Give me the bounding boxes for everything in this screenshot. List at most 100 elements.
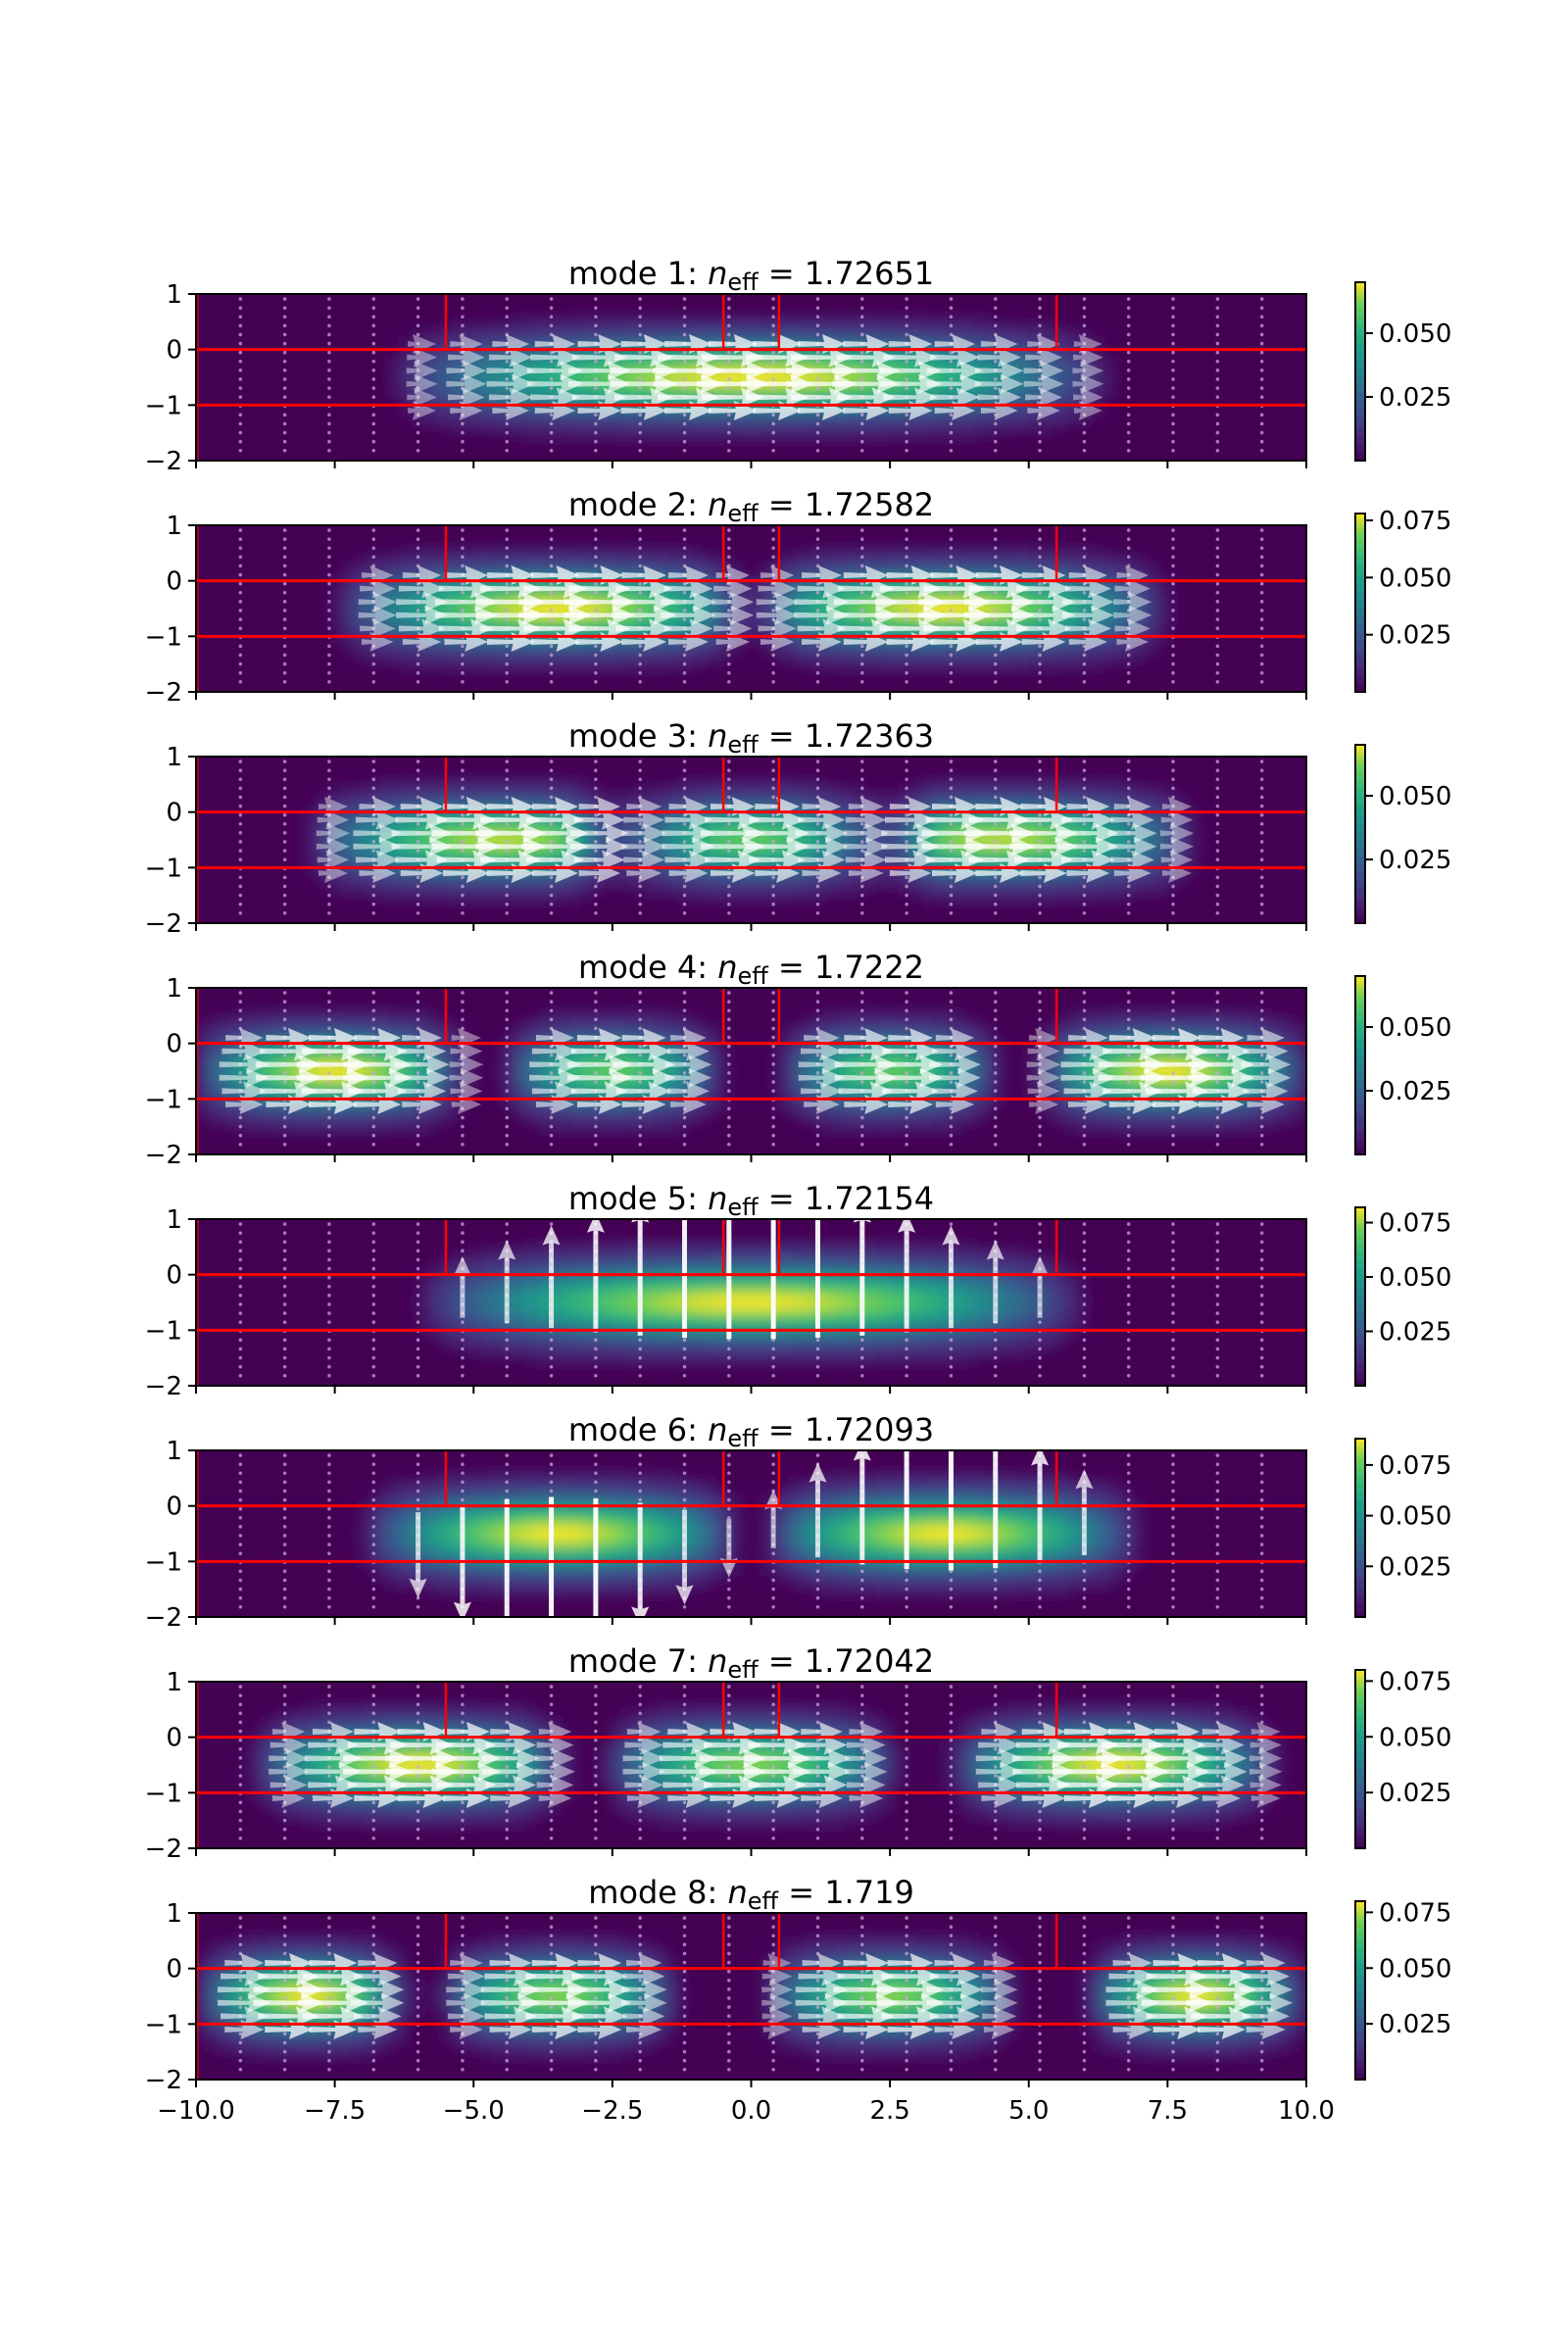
heatmap-cell xyxy=(640,1350,656,1359)
heatmap-cell xyxy=(1292,1043,1306,1052)
heatmap-cell xyxy=(764,629,780,638)
heatmap-cell xyxy=(612,328,628,337)
heatmap-cell xyxy=(667,1330,683,1339)
heatmap-cell xyxy=(667,315,683,323)
heatmap-cell xyxy=(890,1112,906,1121)
heatmap-cell xyxy=(710,1267,725,1276)
heatmap-cell xyxy=(931,356,947,365)
heatmap-cell xyxy=(584,1295,600,1303)
heatmap-cell xyxy=(667,349,683,358)
heatmap-cell xyxy=(223,1050,239,1058)
heatmap-cell xyxy=(612,1260,628,1269)
heatmap-cell xyxy=(348,629,364,638)
heatmap-cell xyxy=(681,1316,697,1325)
heatmap-cell xyxy=(376,1092,392,1101)
heatmap-cell xyxy=(861,1323,877,1332)
heatmap-cell xyxy=(737,615,753,624)
heatmap-cell xyxy=(1140,622,1155,631)
heatmap-cell xyxy=(876,1357,892,1366)
heatmap-cell xyxy=(1070,349,1086,358)
heatmap-cell xyxy=(640,349,656,358)
heatmap-cell xyxy=(710,384,725,393)
heatmap-cell xyxy=(473,1344,489,1352)
heatmap-cell xyxy=(890,566,906,575)
heatmap-cell xyxy=(820,1267,836,1276)
heatmap-cell xyxy=(695,1112,710,1121)
heatmap-cell xyxy=(834,418,850,427)
heatmap-cell xyxy=(1056,791,1072,800)
colorbar-tick-label: 0.050 xyxy=(1379,319,1451,349)
heatmap-cell xyxy=(1111,636,1127,645)
heatmap-cell xyxy=(973,560,989,568)
heatmap-cell xyxy=(612,881,628,890)
heatmap-cell xyxy=(1140,818,1155,827)
heatmap-cell xyxy=(667,1240,683,1249)
heatmap-cell xyxy=(931,860,947,869)
heatmap-cell xyxy=(793,1316,808,1325)
heatmap-cell xyxy=(820,1316,836,1325)
heatmap-cell xyxy=(1028,805,1044,813)
heatmap-cell xyxy=(904,663,919,672)
heatmap-cell xyxy=(640,1050,656,1058)
heatmap-cell xyxy=(931,1043,947,1052)
heatmap-cell xyxy=(904,594,919,603)
heatmap-cell xyxy=(445,1029,462,1038)
heatmap-cell xyxy=(598,825,613,834)
heatmap-cell xyxy=(487,1295,503,1303)
heatmap-cell xyxy=(1001,601,1016,610)
heatmap-cell xyxy=(445,418,462,427)
heatmap-cell xyxy=(848,650,863,659)
heatmap-cell xyxy=(570,888,586,897)
heatmap-cell xyxy=(681,1015,697,1024)
heatmap-cell xyxy=(848,1112,863,1121)
heatmap-cell xyxy=(917,1112,933,1121)
heatmap-cell xyxy=(460,342,475,351)
heatmap-cell xyxy=(362,1105,378,1114)
heatmap-cell xyxy=(751,895,766,904)
heatmap-cell xyxy=(1111,1015,1127,1024)
heatmap-cell xyxy=(557,629,572,638)
heatmap-cell xyxy=(848,601,863,610)
heatmap-cell xyxy=(460,377,475,386)
heatmap-cell xyxy=(612,1288,628,1297)
heatmap-cell xyxy=(557,1344,572,1352)
heatmap-cell xyxy=(445,1260,462,1269)
heatmap-cell xyxy=(890,615,906,624)
heatmap-cell xyxy=(265,1119,280,1128)
heatmap-cell xyxy=(376,1008,392,1017)
heatmap-cell xyxy=(737,874,753,883)
heatmap-cell xyxy=(778,888,794,897)
heatmap-cell xyxy=(945,609,960,617)
heatmap-cell xyxy=(640,1071,656,1080)
heatmap-cell xyxy=(445,566,462,575)
heatmap-cell xyxy=(820,356,836,365)
heatmap-cell xyxy=(1014,342,1030,351)
heatmap-cell xyxy=(543,629,559,638)
heatmap-cell xyxy=(973,363,989,371)
heatmap-cell xyxy=(737,784,753,793)
heatmap-cell xyxy=(667,629,683,638)
heatmap-cell xyxy=(528,1043,545,1052)
heatmap-cell xyxy=(598,1240,613,1249)
heatmap-cell xyxy=(710,1043,725,1052)
heatmap-cell xyxy=(807,1337,822,1346)
heatmap-cell xyxy=(848,1247,863,1255)
heatmap-cell xyxy=(598,321,613,330)
heatmap-cell xyxy=(626,615,642,624)
heatmap-cell xyxy=(320,1063,336,1072)
heatmap-cell xyxy=(1042,1085,1058,1094)
heatmap-cell xyxy=(1167,811,1183,820)
heatmap-cell xyxy=(834,1281,850,1290)
heatmap-cell xyxy=(417,356,433,365)
heatmap-cell xyxy=(598,832,613,841)
heatmap-cell xyxy=(654,860,669,869)
heatmap-cell xyxy=(1056,777,1072,786)
heatmap-cell xyxy=(1125,1015,1142,1024)
heatmap-cell xyxy=(958,777,975,786)
heatmap-cell xyxy=(1292,1056,1306,1065)
heatmap-cell xyxy=(1208,1036,1225,1045)
heatmap-cell xyxy=(1111,643,1127,652)
heatmap-cell xyxy=(210,1056,225,1065)
heatmap-cell xyxy=(626,560,642,568)
heatmap-cell xyxy=(417,840,433,849)
